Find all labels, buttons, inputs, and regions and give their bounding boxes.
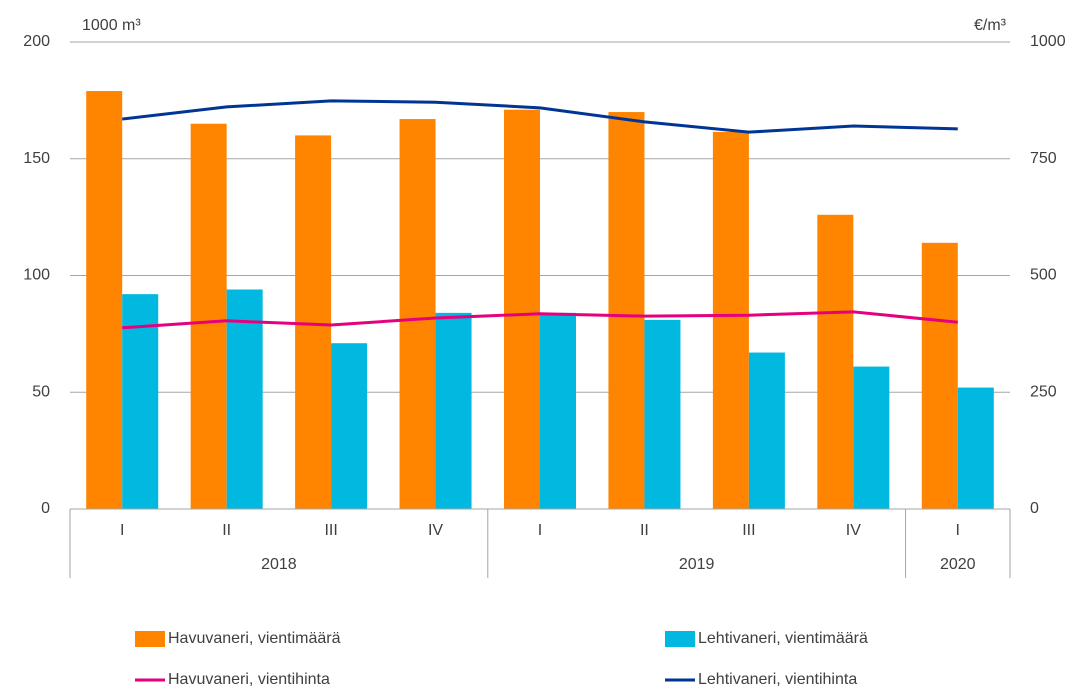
bar	[504, 109, 540, 509]
bar	[226, 289, 263, 509]
bar	[435, 312, 472, 509]
y2-tick-label: 500	[1030, 267, 1057, 284]
bar	[295, 135, 332, 509]
x-tick-label: I	[120, 522, 124, 539]
x-tick-label: IV	[846, 522, 861, 539]
legend-label: Havuvaneri, vientihinta	[168, 671, 330, 688]
legend-swatch	[665, 631, 695, 647]
year-label: 2018	[261, 556, 297, 573]
bar	[608, 112, 645, 510]
bar	[921, 242, 958, 509]
bar	[331, 343, 368, 509]
y-tick-label: 50	[32, 383, 50, 400]
bar	[817, 214, 854, 510]
line	[122, 99, 958, 134]
bar	[399, 119, 436, 510]
y-axis-unit: 1000 m³	[82, 17, 141, 34]
y-tick-label: 0	[41, 500, 50, 517]
x-tick-label: III	[324, 522, 337, 539]
legend-label: Lehtivaneri, vientimäärä	[698, 630, 868, 647]
x-tick-label: IV	[428, 522, 443, 539]
bar	[712, 131, 749, 509]
y2-axis-unit: €/m³	[974, 17, 1007, 34]
x-tick-label: I	[956, 522, 960, 539]
y2-tick-label: 1000	[1030, 33, 1066, 50]
x-tick-label: I	[538, 522, 542, 539]
legend-swatch	[135, 631, 165, 647]
year-label: 2020	[940, 556, 976, 573]
line	[122, 310, 958, 330]
bar	[644, 319, 681, 509]
legend-label: Havuvaneri, vientimäärä	[168, 630, 341, 647]
x-tick-label: III	[742, 522, 755, 539]
y2-tick-label: 0	[1030, 500, 1039, 517]
y-tick-label: 100	[23, 267, 50, 284]
y-tick-label: 200	[23, 33, 50, 50]
bar	[540, 312, 576, 509]
year-label: 2019	[679, 556, 715, 573]
bar	[853, 366, 890, 509]
bar	[122, 294, 159, 509]
bar	[86, 91, 123, 509]
legend-label: Lehtivaneri, vientihinta	[698, 671, 857, 688]
bar	[957, 387, 994, 509]
y-tick-label: 150	[23, 150, 50, 167]
y2-tick-label: 250	[1030, 383, 1057, 400]
y2-tick-label: 750	[1030, 150, 1057, 167]
x-tick-label: II	[640, 522, 649, 539]
bar	[748, 352, 785, 509]
x-tick-label: II	[222, 522, 231, 539]
bar	[190, 123, 227, 509]
